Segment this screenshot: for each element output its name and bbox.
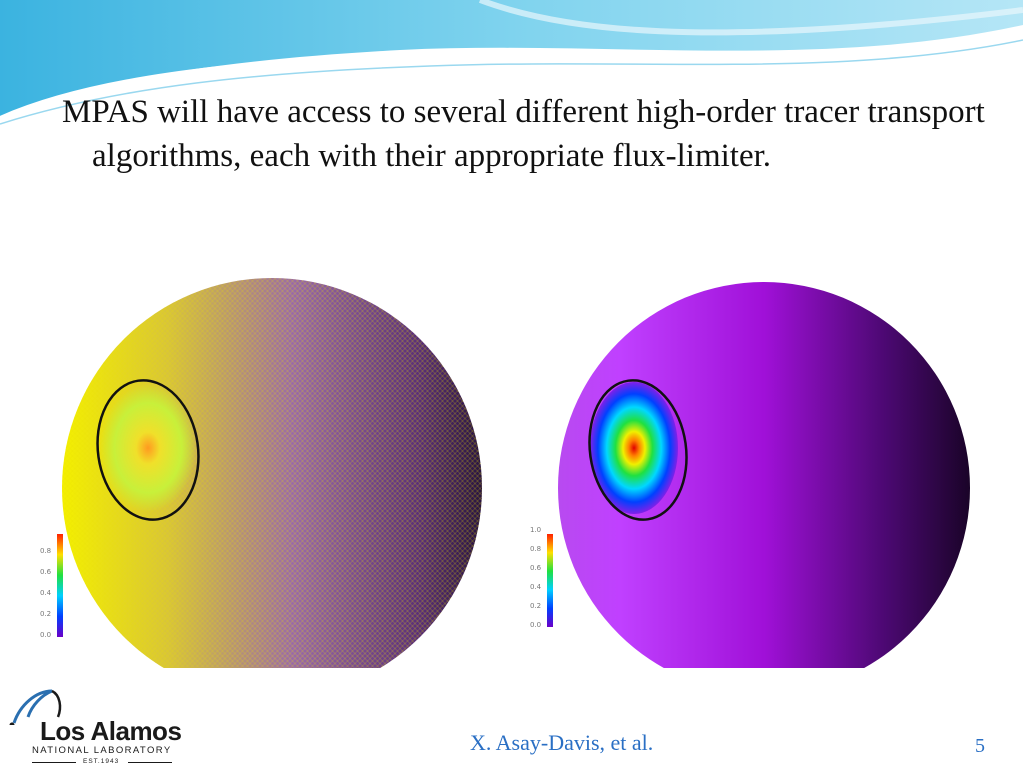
right-sphere — [558, 282, 970, 668]
slide-bullet-text: MPAS will have access to several differe… — [62, 94, 985, 174]
logo-established: EST.1943 — [83, 758, 120, 765]
los-alamos-logo: Los Alamos NATIONAL LABORATORY EST.1943 — [6, 685, 186, 770]
footer-credit: X. Asay-Davis, et al. — [470, 730, 654, 755]
logo-rule-left — [32, 762, 76, 763]
logo-name: Los Alamos — [40, 716, 182, 746]
right-colorbar: 1.0 0.8 0.6 0.4 0.2 0.0 — [530, 526, 553, 629]
logo-swoosh-icon — [9, 689, 62, 725]
left-sphere-figure: 0.8 0.6 0.4 0.2 0.0 — [40, 278, 482, 668]
right-cbar-tick: 0.8 — [530, 545, 541, 553]
right-sphere-figure: 1.0 0.8 0.6 0.4 0.2 0.0 — [530, 282, 970, 668]
right-cbar-tick: 0.2 — [530, 602, 541, 610]
left-tracer-blob — [100, 384, 196, 512]
logo-rule-right — [128, 762, 172, 763]
right-cbar-tick: 0.6 — [530, 564, 542, 572]
page-number: 5 — [975, 735, 985, 757]
right-tracer-contour — [588, 379, 688, 521]
left-cbar-tick: 0.8 — [40, 547, 51, 555]
logo-subtitle: NATIONAL LABORATORY — [32, 745, 172, 756]
header-swoosh — [0, 0, 1023, 125]
left-cbar-tick: 0.0 — [40, 631, 51, 639]
left-cbar-tick: 0.6 — [40, 568, 52, 576]
right-cbar-tick: 0.4 — [530, 583, 542, 591]
right-cbar-tick: 0.0 — [530, 621, 541, 629]
left-colorbar: 0.8 0.6 0.4 0.2 0.0 — [40, 534, 63, 639]
right-cbar-tick: 1.0 — [530, 526, 541, 534]
right-tracer-blob — [590, 382, 678, 514]
left-cbar-tick: 0.2 — [40, 610, 51, 618]
left-tracer-contour — [96, 379, 200, 521]
left-cbar-tick: 0.4 — [40, 589, 52, 597]
